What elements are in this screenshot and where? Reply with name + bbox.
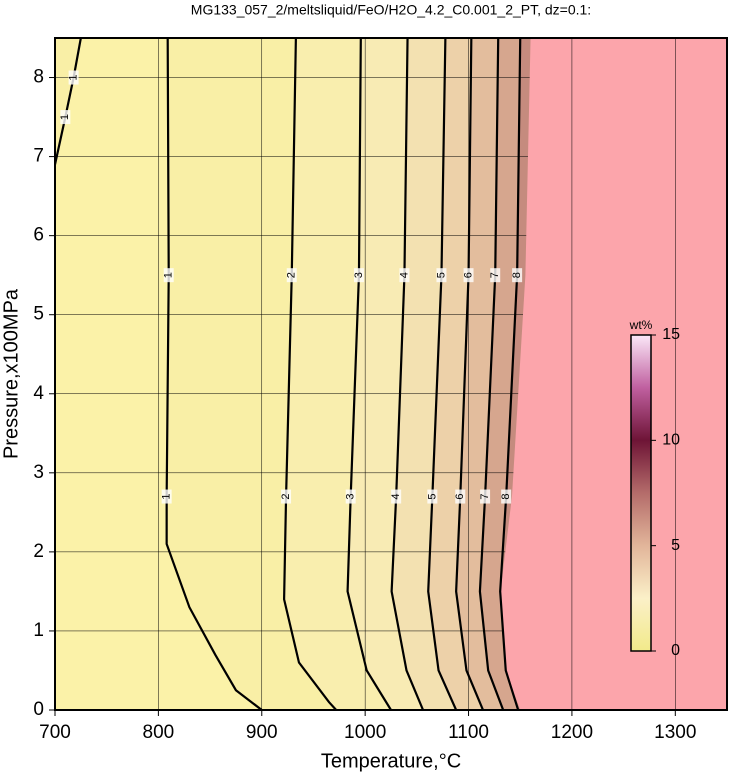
contour-label: 2 [280, 493, 292, 499]
y-tick-label: 2 [33, 541, 44, 562]
contour-line [165, 38, 263, 710]
contour-label: 1 [68, 74, 80, 80]
x-tick-label: 1300 [654, 722, 696, 743]
x-tick-label: 800 [143, 722, 175, 743]
y-tick-label: 6 [33, 225, 44, 246]
chart-title: MG133_057_2/meltsliquid/FeO/H2O_4.2_C0.0… [191, 2, 591, 18]
contour-label-bg [480, 489, 491, 504]
contour-label-bg [345, 489, 356, 504]
contour-label-bg [286, 268, 297, 283]
contour-label-bg [163, 268, 174, 283]
contour-label-bg [60, 110, 71, 125]
y-tick-label: 8 [33, 67, 44, 88]
contour-line [455, 38, 485, 710]
contour-label-bg [463, 268, 474, 283]
contour-label: 4 [390, 493, 402, 499]
contour-line [390, 38, 425, 710]
contour-line [346, 38, 392, 710]
contour-line [499, 38, 522, 710]
y-tick-label: 1 [33, 620, 44, 641]
plot-frame [54, 37, 728, 711]
contour-label-bg [281, 489, 292, 504]
contour-line [55, 38, 82, 165]
contour-label-bg [512, 268, 523, 283]
y-tick-label: 5 [33, 304, 44, 325]
contour-label-bg [490, 268, 501, 283]
x-tick-label: 1200 [551, 722, 593, 743]
colorbar-label: wt% [629, 318, 653, 332]
contour-label-bg [455, 489, 466, 504]
colorbar-tick-label: 15 [662, 326, 680, 343]
contour-label: 4 [398, 272, 410, 278]
contour-line [478, 38, 505, 710]
y-tick-label: 3 [33, 462, 44, 483]
contour-label: 5 [435, 272, 447, 278]
contour-line [427, 38, 458, 710]
x-tick-label: 1100 [448, 722, 489, 743]
contour-label-bg [436, 268, 447, 283]
contour-label-bg [399, 268, 410, 283]
contour-label: 8 [511, 272, 523, 278]
contour-label-bg [353, 268, 364, 283]
contour-label: 2 [286, 272, 298, 278]
nan-region [499, 38, 727, 710]
x-tick-label: 900 [246, 722, 278, 743]
x-tick-label: 700 [39, 722, 71, 743]
contour-label-bg [427, 489, 438, 504]
colorbar-tick-label: 10 [662, 432, 680, 449]
y-axis-label: Pressure,x100MPa [0, 288, 22, 459]
plot-area [55, 38, 727, 710]
contour-label-bg [501, 489, 512, 504]
y-tick-label: 4 [33, 383, 44, 404]
y-tick-label: 7 [33, 146, 44, 167]
contour-label-bg [391, 489, 402, 504]
contour-label: 7 [489, 272, 501, 278]
y-tick-label: 0 [33, 699, 44, 720]
colorbar-tick-label: 0 [671, 642, 680, 659]
contour-label: 8 [500, 493, 512, 499]
contour-label: 1 [161, 493, 173, 499]
colorbar-tick-label: 5 [671, 537, 680, 554]
contour-label: 3 [345, 493, 357, 499]
contour-label: 6 [454, 493, 466, 499]
contour-label-bg [161, 489, 172, 504]
contour-label: 5 [426, 493, 438, 499]
contour-label: 1 [59, 114, 71, 120]
contour-label: 3 [353, 272, 365, 278]
contour-label-bg [68, 70, 79, 85]
contour-label: 7 [479, 493, 491, 499]
x-tick-label: 1000 [344, 722, 386, 743]
x-axis-label: Temperature,°C [321, 750, 461, 772]
colorbar [630, 334, 652, 652]
contour-label: 1 [163, 272, 175, 278]
contour-label: 6 [462, 272, 474, 278]
